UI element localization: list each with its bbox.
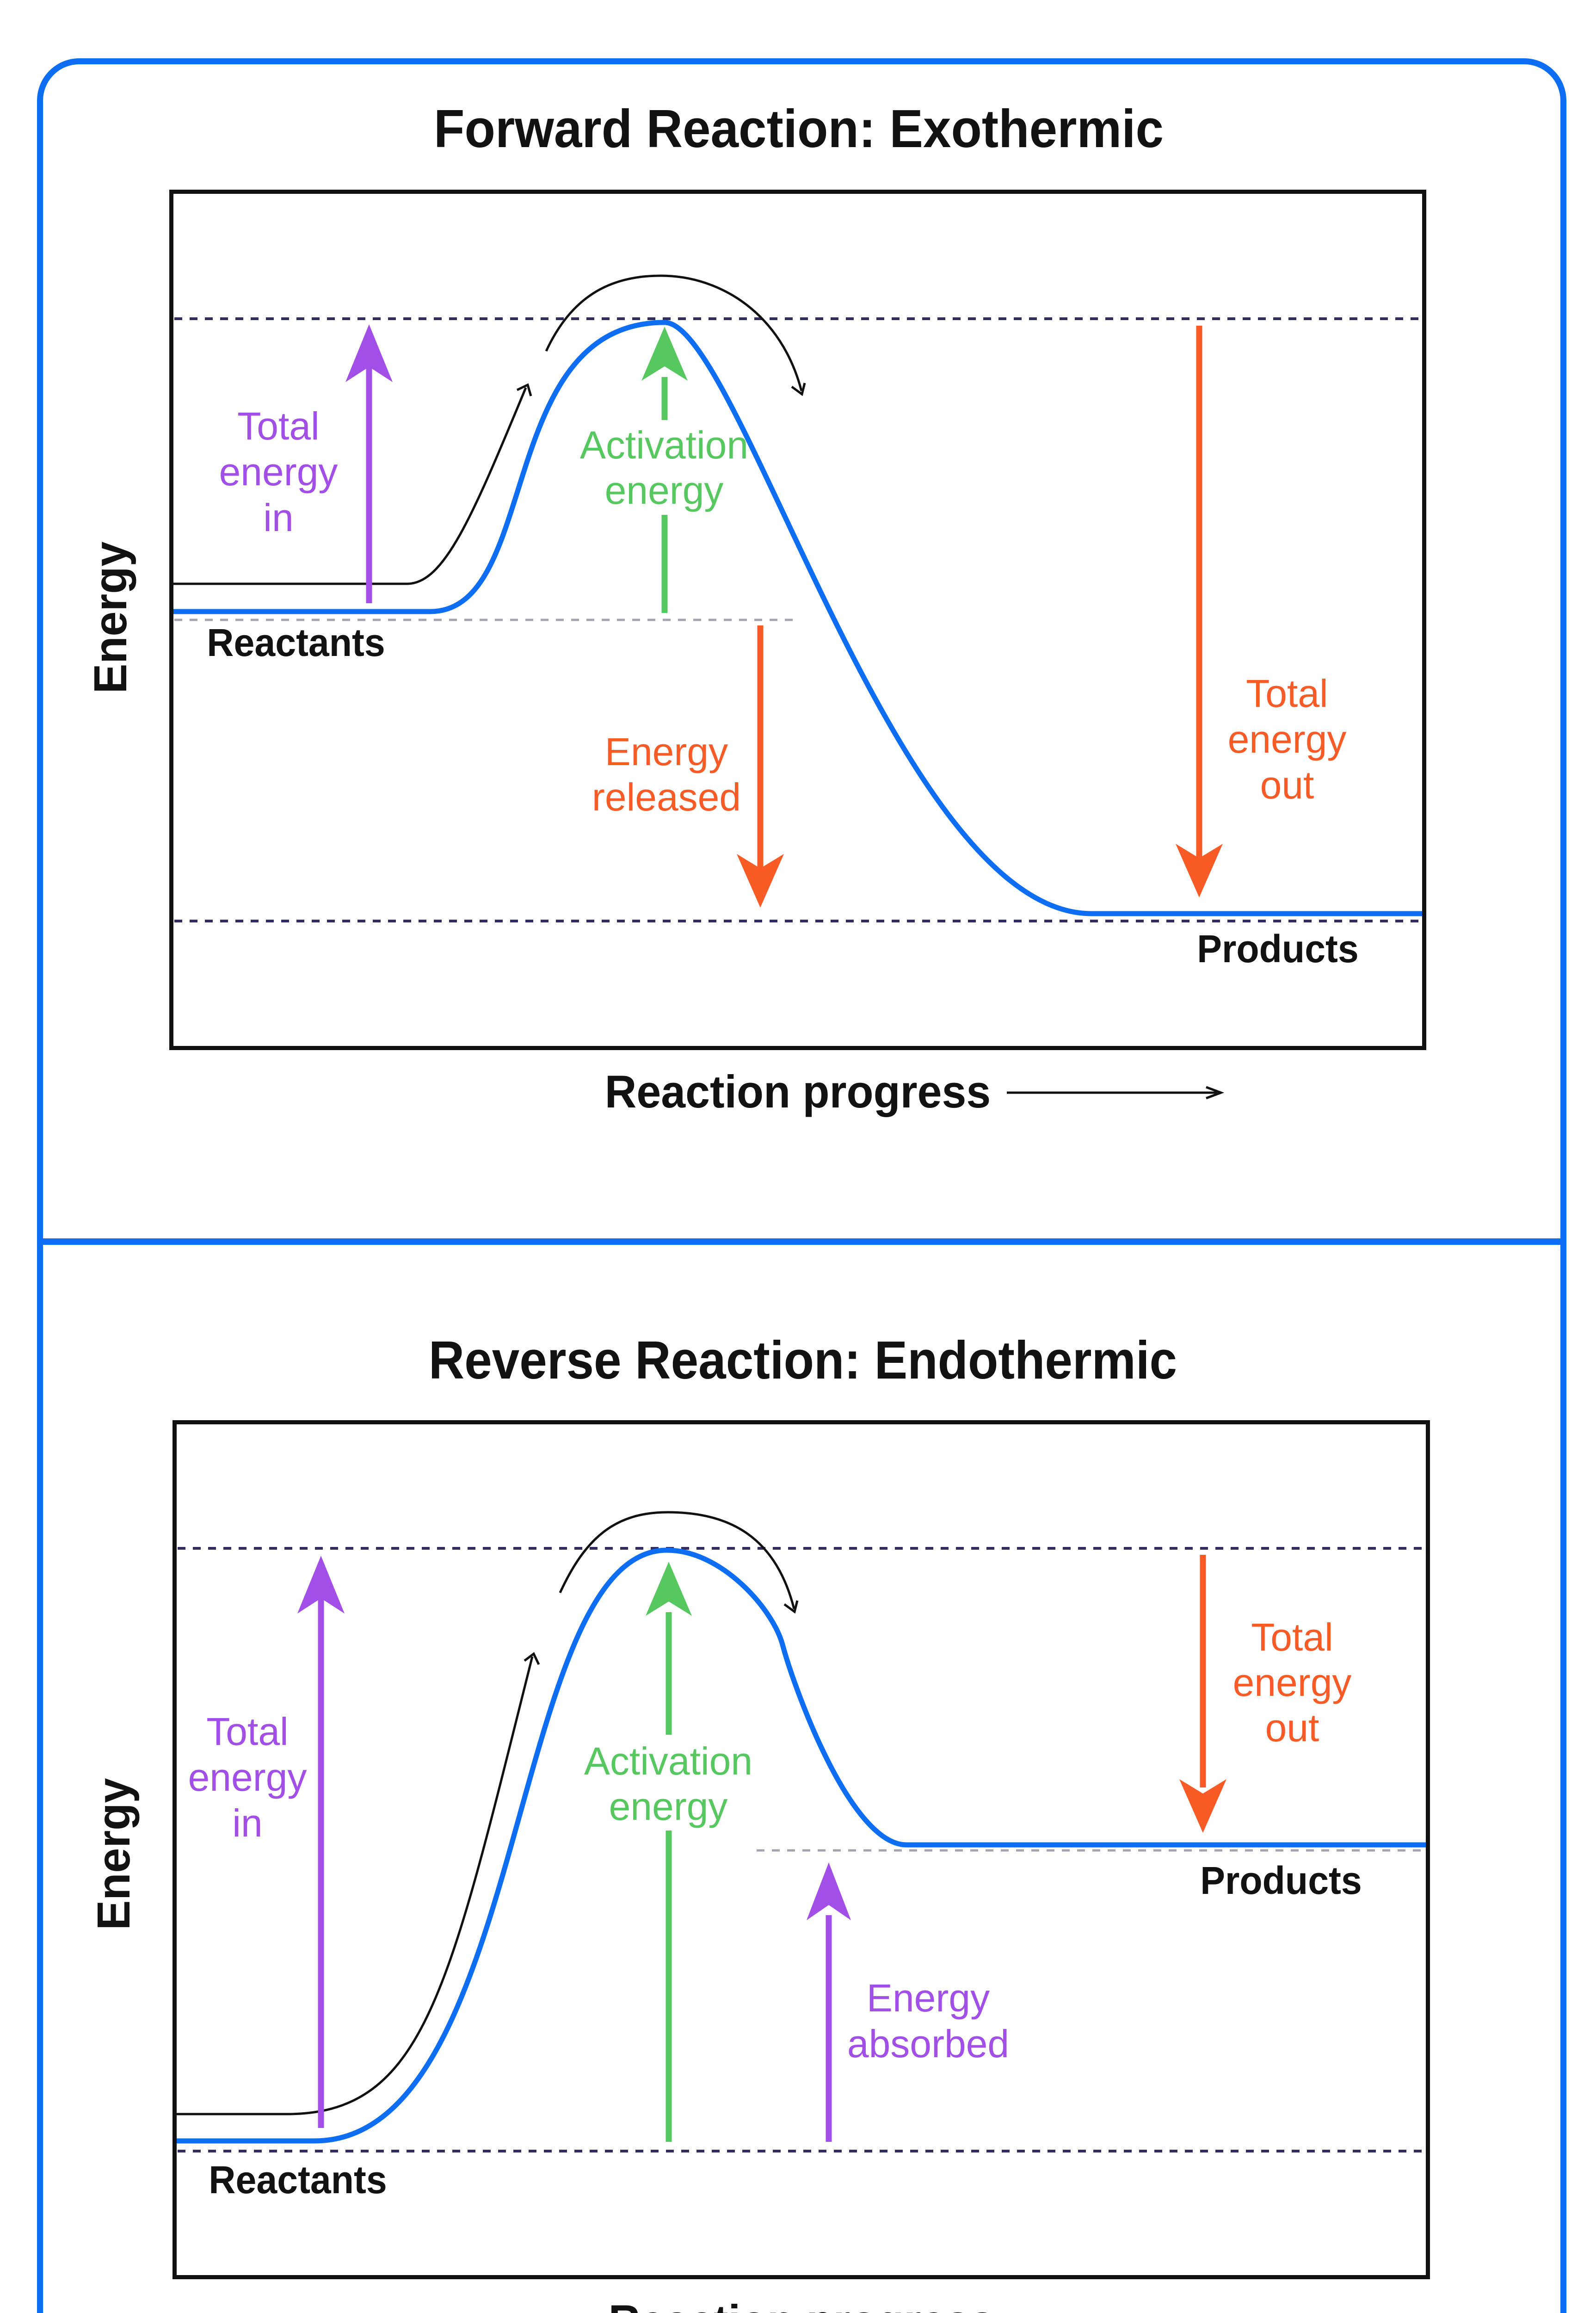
svg-text:Energy: Energy bbox=[88, 1778, 140, 1930]
svg-text:in: in bbox=[263, 496, 293, 539]
svg-text:Energy: Energy bbox=[85, 541, 136, 693]
svg-text:Forward Reaction: Exothermic: Forward Reaction: Exothermic bbox=[434, 99, 1164, 159]
svg-text:Activation: Activation bbox=[580, 423, 748, 467]
svg-text:Reaction progress: Reaction progress bbox=[605, 1066, 991, 1117]
svg-text:Energy: Energy bbox=[867, 1976, 990, 2020]
svg-text:energy: energy bbox=[1228, 717, 1347, 761]
svg-text:Total: Total bbox=[1246, 672, 1328, 715]
svg-text:Energy: Energy bbox=[605, 730, 728, 773]
svg-text:energy: energy bbox=[219, 450, 338, 494]
svg-text:energy: energy bbox=[609, 1785, 728, 1828]
svg-text:Total: Total bbox=[1251, 1615, 1333, 1659]
svg-text:released: released bbox=[592, 775, 741, 819]
svg-text:Reaction progress: Reaction progress bbox=[609, 2295, 994, 2313]
svg-text:Reactants: Reactants bbox=[209, 2158, 387, 2202]
svg-text:energy: energy bbox=[1233, 1661, 1352, 1704]
svg-text:Activation: Activation bbox=[584, 1739, 752, 1783]
svg-text:Products: Products bbox=[1200, 1859, 1362, 1903]
svg-text:energy: energy bbox=[188, 1756, 307, 1799]
svg-text:Total: Total bbox=[237, 404, 319, 448]
svg-text:energy: energy bbox=[605, 469, 724, 512]
svg-text:Products: Products bbox=[1197, 928, 1358, 971]
svg-text:out: out bbox=[1260, 763, 1314, 807]
svg-text:Reverse Reaction: Endothermic: Reverse Reaction: Endothermic bbox=[429, 1330, 1177, 1390]
svg-text:in: in bbox=[232, 1801, 262, 1845]
svg-text:absorbed: absorbed bbox=[847, 2022, 1009, 2066]
svg-text:Total: Total bbox=[206, 1710, 288, 1753]
svg-text:out: out bbox=[1265, 1706, 1319, 1750]
svg-text:Reactants: Reactants bbox=[207, 621, 385, 665]
